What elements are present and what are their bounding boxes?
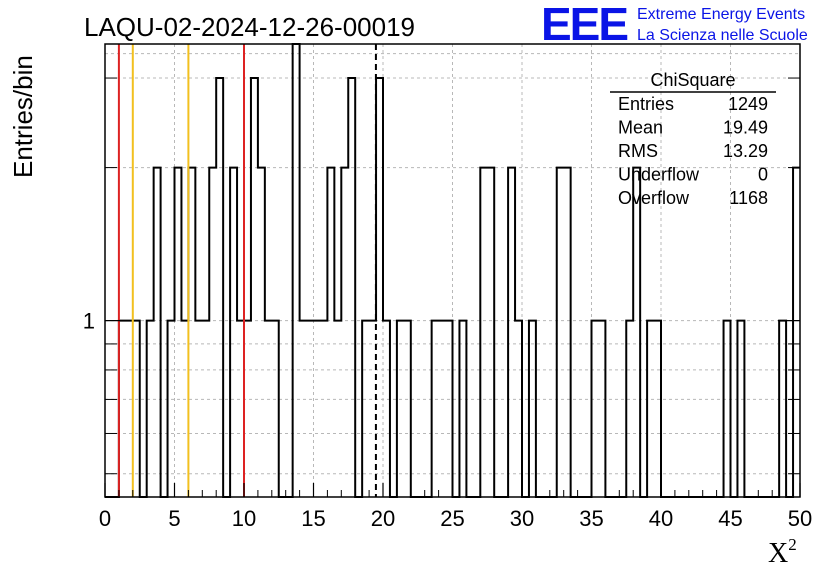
histogram-bin [432, 321, 439, 497]
histogram-bin [737, 321, 744, 497]
histogram-bin [216, 78, 223, 497]
y-tick-label: 1 [83, 309, 95, 334]
x-tick-label: 20 [371, 506, 395, 531]
stats-box: ChiSquare Entries 1249 Mean 19.49 RMS 13.29 Un… [610, 70, 776, 208]
stats-row-value: 13.29 [723, 141, 768, 161]
stats-box-title: ChiSquare [650, 70, 735, 90]
histogram-bin [564, 168, 571, 497]
histogram-bin [119, 321, 126, 497]
histogram-bin [654, 321, 661, 497]
stats-row-label: Mean [618, 118, 663, 138]
histogram-bin [793, 168, 800, 497]
eee-logo: EEE Extreme Energy Events La Scienza nel… [541, 0, 808, 50]
histogram-bin [307, 321, 314, 497]
histogram-bin [188, 168, 195, 497]
histogram-bin [293, 44, 300, 497]
histogram-bin [508, 168, 515, 497]
stats-row-value: 19.49 [723, 118, 768, 138]
histogram-bin [404, 321, 411, 497]
x-axis-label-base: X [768, 538, 788, 569]
stats-row-value: 0 [758, 165, 768, 185]
x-tick-label: 15 [301, 506, 325, 531]
histogram-bin [647, 321, 654, 497]
histogram-bin [265, 321, 272, 497]
histogram-bin [230, 168, 237, 497]
histogram-bin [341, 168, 348, 497]
histogram-bin [459, 321, 466, 497]
histogram-bin [147, 321, 154, 497]
histogram-bin [272, 321, 279, 497]
histogram-bin [626, 321, 633, 497]
histogram-bin [480, 168, 487, 497]
histogram-bin [175, 168, 182, 497]
y-axis-label: Entries/bin [8, 55, 38, 178]
histogram-bin [126, 321, 133, 497]
histogram-bin [133, 321, 140, 497]
histogram-bin [383, 321, 390, 497]
axis-ticks: 0 5 10 15 20 25 30 35 40 45 50 1 [83, 77, 812, 531]
histogram-bin [397, 321, 404, 497]
stats-row-label: Overflow [618, 188, 690, 208]
stats-row-label: Entries [618, 94, 674, 114]
x-tick-label: 45 [718, 506, 742, 531]
histogram-bin [154, 168, 161, 497]
histogram-bin [168, 321, 175, 497]
x-axis-label-superscript: 2 [788, 535, 797, 554]
stats-row-label: Underflow [618, 165, 700, 185]
histogram-bin [209, 168, 216, 497]
histogram-bin [779, 321, 786, 497]
histogram-bin [195, 321, 202, 497]
histogram-bin [633, 168, 640, 497]
histogram-bin [244, 321, 251, 497]
histogram-bin [439, 321, 446, 497]
histogram-bin [446, 321, 453, 497]
logo-line-2: La Scienza nelle Scuole [637, 27, 808, 44]
x-tick-label: 25 [440, 506, 464, 531]
stats-row-value: 1249 [728, 94, 768, 114]
x-axis-label: X2 [768, 535, 797, 569]
histogram-bin [258, 168, 265, 497]
histogram-bin [515, 321, 522, 497]
histogram-bin [592, 321, 599, 497]
histogram-bin [348, 78, 355, 497]
x-tick-label: 40 [649, 506, 673, 531]
histogram-bin [300, 321, 307, 497]
histogram-bin [181, 321, 188, 497]
stats-row-value: 1168 [729, 188, 768, 208]
x-tick-label: 10 [232, 506, 256, 531]
histogram-bin [314, 321, 321, 497]
stats-row-label: RMS [618, 141, 658, 161]
histogram-bin [724, 321, 731, 497]
histogram-bin [237, 321, 244, 497]
histogram-bin [320, 321, 327, 497]
chart-title: LAQU-02-2024-12-26-00019 [84, 12, 415, 42]
reference-lines [117, 44, 377, 497]
histogram-bin [557, 168, 564, 497]
x-tick-label: 0 [99, 506, 111, 531]
x-tick-label: 35 [579, 506, 603, 531]
histogram-bin [327, 168, 334, 497]
x-tick-label: 30 [510, 506, 534, 531]
x-tick-label: 5 [168, 506, 180, 531]
histogram-bin [362, 321, 369, 497]
histogram-bin [334, 321, 341, 497]
logo-mark: EEE [541, 0, 627, 50]
logo-line-1: Extreme Energy Events [637, 6, 805, 23]
histogram-bin [251, 78, 258, 497]
x-tick-label: 50 [788, 506, 812, 531]
histogram-bin [376, 78, 383, 497]
histogram-bin [202, 321, 209, 497]
histogram-bin [529, 321, 536, 497]
histogram-bin [598, 321, 605, 497]
histogram-bin [487, 168, 494, 497]
